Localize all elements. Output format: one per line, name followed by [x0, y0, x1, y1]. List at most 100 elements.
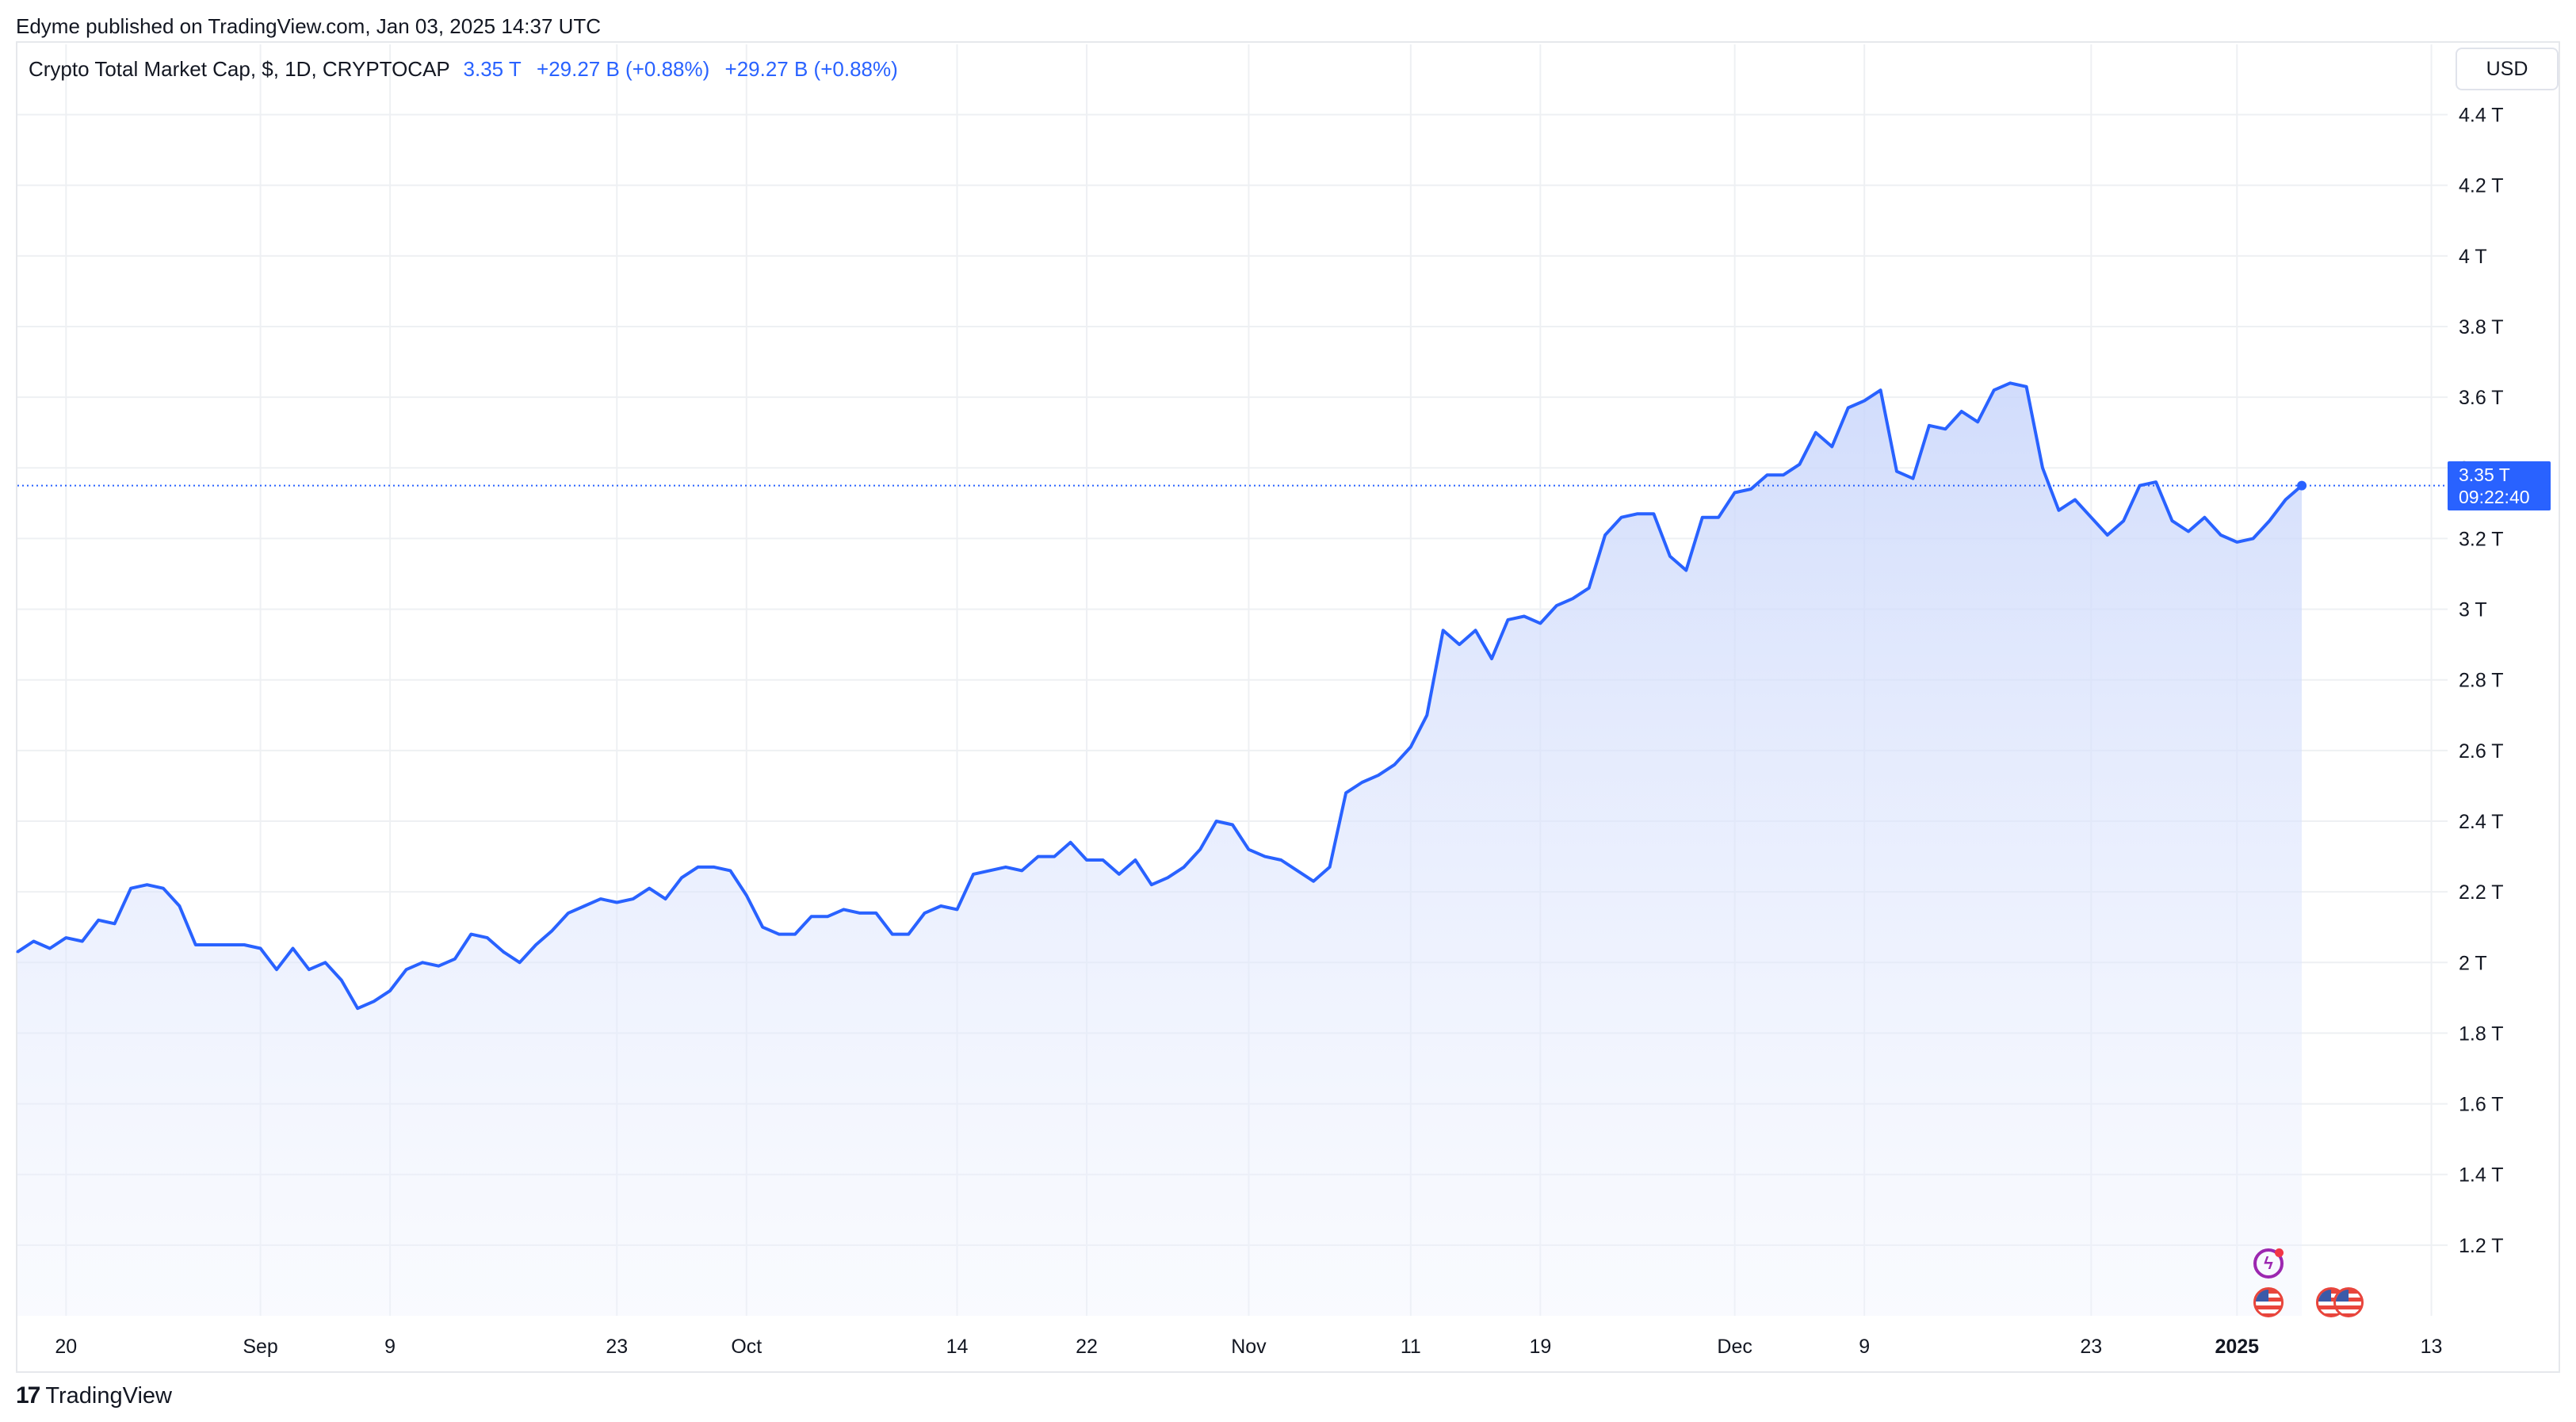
data-point: [2089, 516, 2093, 519]
data-point: [1425, 713, 1428, 717]
data-point: [1183, 866, 1186, 869]
legend-change-2: +29.27 B (+0.88%): [724, 57, 898, 81]
data-point: [1166, 876, 1169, 879]
data-point: [1279, 858, 1282, 862]
data-point: [1393, 763, 1396, 766]
x-axis[interactable]: 20 Sep 9 23 Oct 14 22 Nov 11 19 Dec 9 23 2025 13: [55, 1336, 2442, 1358]
data-point: [2008, 381, 2012, 384]
y-tick-label: 1.8 T: [2459, 1023, 2504, 1045]
data-point: [1766, 473, 1768, 476]
last-price-label: 3.35 T 09:22:40: [2448, 461, 2551, 510]
data-point: [1523, 615, 1526, 617]
data-point: [421, 961, 424, 964]
data-point: [1749, 487, 1752, 491]
x-tick-label: 23: [606, 1336, 628, 1358]
series-line[interactable]: [16, 381, 2303, 1011]
data-point: [697, 866, 699, 869]
data-point: [599, 897, 602, 900]
currency-button[interactable]: USD: [2456, 48, 2559, 90]
data-point: [778, 933, 781, 936]
series-area-fill: [17, 383, 2302, 1316]
data-point: [551, 929, 553, 932]
flag-canton: [2336, 1290, 2349, 1302]
brand-name: TradingView: [45, 1382, 172, 1409]
chart-frame: [16, 41, 2560, 1373]
data-point: [356, 1007, 359, 1010]
data-point: [340, 979, 343, 982]
y-tick-label: 1.2 T: [2459, 1235, 2504, 1257]
last-point-marker: [2297, 480, 2307, 491]
flash-event-icon[interactable]: ϟ: [2253, 1248, 2284, 1279]
data-point: [1247, 848, 1250, 851]
tradingview-brand[interactable]: 17 TradingView: [16, 1382, 172, 1409]
data-point: [162, 887, 165, 890]
data-point: [227, 943, 230, 946]
x-tick-label: Oct: [731, 1336, 762, 1358]
data-point: [761, 926, 764, 929]
data-point: [113, 922, 117, 925]
data-point: [146, 883, 148, 886]
data-point: [1507, 618, 1509, 621]
data-point: [373, 1000, 376, 1003]
flag-canton: [2256, 1290, 2268, 1302]
data-point: [728, 869, 732, 872]
data-point: [1296, 869, 1299, 872]
data-point: [1684, 569, 1687, 571]
data-point: [567, 912, 570, 915]
series-layer: [16, 381, 2448, 1316]
data-point: [1943, 427, 1947, 430]
data-point: [1263, 855, 1267, 858]
data-point: [648, 887, 651, 890]
data-point: [1150, 883, 1153, 886]
data-point: [1344, 791, 1347, 794]
data-point: [874, 912, 877, 915]
x-tick-label: 22: [1076, 1336, 1098, 1358]
data-point: [1328, 866, 1332, 869]
x-tick-label: 20: [55, 1336, 77, 1358]
data-point: [502, 950, 505, 954]
data-point: [259, 947, 262, 950]
data-point: [1668, 555, 1672, 558]
data-point: [81, 940, 84, 942]
data-point: [323, 961, 327, 964]
data-point: [1814, 431, 1817, 434]
data-point: [1361, 781, 1363, 784]
publisher-line: Edyme published on TradingView.com, Jan …: [16, 14, 602, 38]
data-point: [405, 968, 408, 971]
data-point: [388, 989, 392, 992]
data-point: [972, 873, 975, 876]
data-point: [1993, 388, 1996, 392]
data-point: [2138, 484, 2142, 487]
data-point: [2203, 516, 2206, 519]
data-point: [1538, 621, 1542, 625]
data-point: [210, 943, 213, 946]
data-point: [292, 947, 294, 950]
data-point: [1442, 629, 1445, 632]
data-point: [1490, 657, 1493, 660]
data-point: [664, 897, 667, 900]
legend-symbol[interactable]: Crypto Total Market Cap, $, 1D, CRYPTOCA…: [29, 57, 450, 81]
data-point: [1603, 533, 1607, 537]
us-flag-event-icon[interactable]: [2253, 1287, 2284, 1317]
y-tick-label: 2.2 T: [2459, 881, 2504, 904]
data-point: [1976, 420, 1979, 423]
data-point: [64, 936, 67, 939]
data-point: [2171, 519, 2173, 522]
y-axis[interactable]: 1.2 T 1.4 T 1.6 T 1.8 T 2 T 2.2 T 2.4 T 2.6 T 2.…: [2459, 105, 2504, 1257]
data-point: [1069, 841, 1072, 844]
data-point: [1004, 866, 1007, 869]
legend-change-1: +29.27 B (+0.88%): [537, 57, 710, 81]
x-tick-label: 23: [2080, 1336, 2102, 1358]
data-point: [2057, 509, 2060, 512]
data-point: [1312, 880, 1315, 883]
us-flag-event-icon[interactable]: [2333, 1287, 2364, 1317]
x-tick-label: 2025: [2215, 1336, 2259, 1358]
data-point: [891, 933, 894, 936]
y-tick-label: 3.2 T: [2459, 528, 2504, 550]
data-point: [1620, 516, 1623, 519]
bar-countdown: 09:22:40: [2459, 486, 2530, 507]
data-point: [1782, 473, 1785, 476]
data-point: [518, 961, 522, 964]
y-tick-label: 1.6 T: [2459, 1094, 2504, 1116]
